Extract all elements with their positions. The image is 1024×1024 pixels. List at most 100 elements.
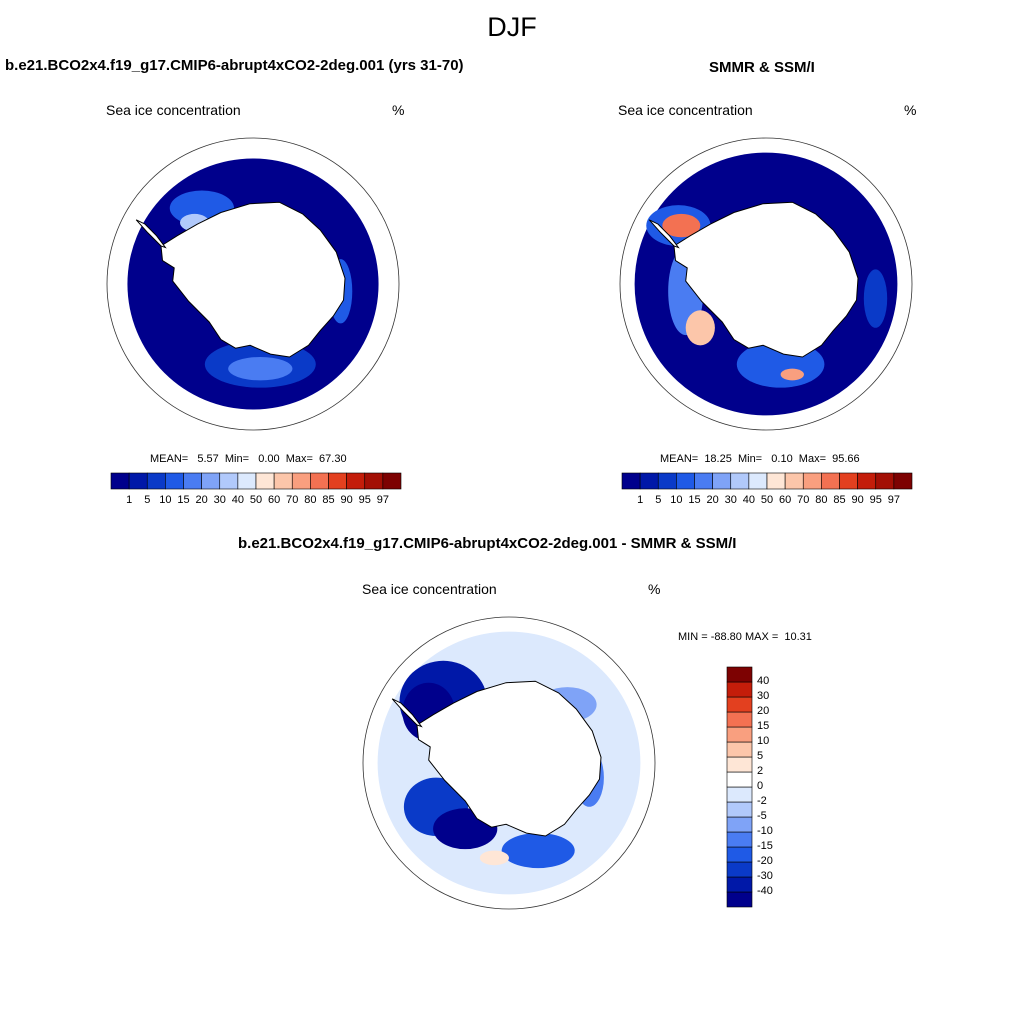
colorbar-1-swatch [255,472,275,490]
panel-1-colorbar [110,472,402,490]
colorbar-2-tick-label: 1 [637,494,644,506]
colorbar-1-tick-label: 40 [231,494,244,506]
colorbar-1-swatch [273,472,293,490]
panel-3-units-label: % [648,581,661,597]
colorbar-1-swatch [310,472,329,490]
map-3-border [362,616,656,910]
colorbar-2-swatch [821,472,840,490]
map-3-field [377,631,641,895]
colorbar-3-tick-label: 5 [757,750,764,762]
colorbar-3-swatch [726,786,753,803]
colorbar-1-tick-label: 90 [340,494,353,506]
colorbar-2-tick-label: 95 [869,494,882,506]
colorbar-1-swatch [219,472,239,490]
colorbar-2-tick-label: 85 [833,494,846,506]
map-1-ice-region [228,357,293,381]
panel-3-stats: MIN = -88.80 MAX = 10.31 [678,631,812,643]
colorbar-3-swatch [726,801,753,818]
colorbar-3-swatch [726,846,753,863]
colorbar-3-swatch [726,771,753,788]
colorbar-3-swatch [726,816,753,833]
colorbar-2-tick-label: 40 [742,494,755,506]
colorbar-3-tick-label: -2 [757,795,767,807]
colorbar-1-tick-label: 1 [126,494,133,506]
colorbar-3-tick-label: -15 [757,840,773,852]
colorbar-2-swatch [694,472,713,490]
colorbar-1-tick-label: 5 [144,494,151,506]
colorbar-3-swatch [726,666,753,683]
colorbar-2-tick-label: 15 [688,494,701,506]
colorbar-2-swatch [802,472,822,490]
colorbar-1-swatch [237,472,257,490]
colorbar-3-swatch [726,741,753,758]
colorbar-3-tick-label: -5 [757,810,767,822]
colorbar-3-tick-label: 0 [757,780,764,792]
colorbar-2-swatch [676,472,695,490]
colorbar-1-tick-label: 10 [159,494,172,506]
colorbar-3-tick-label: -10 [757,825,773,837]
colorbar-2-tick-label: 30 [724,494,737,506]
colorbar-1-swatch [128,472,148,490]
colorbar-2-swatch [766,472,786,490]
colorbar-1-tick-label: 97 [376,494,389,506]
panel-2-variable-label: Sea ice concentration [618,102,753,118]
colorbar-3-swatch [726,711,753,728]
panel-2-title: SMMR & SSM/I [709,59,815,76]
panel-1-variable-label: Sea ice concentration [106,102,241,118]
colorbar-2-swatch [657,472,677,490]
colorbar-1-swatch [110,472,130,490]
colorbar-2-swatch [857,472,877,490]
map-2-ice-region [780,368,804,381]
map-2-field [634,152,898,416]
colorbar-2-swatch [839,472,858,490]
colorbar-3-swatch [726,861,753,878]
colorbar-1-swatch [201,472,221,490]
colorbar-2-swatch [712,472,732,490]
colorbar-3-tick-label: 15 [757,720,770,732]
map-2-ice-region [662,213,701,238]
colorbar-2-swatch [893,472,913,490]
map-3-peninsula [391,698,423,728]
colorbar-2-tick-label: 97 [887,494,900,506]
colorbar-2-swatch [621,472,641,490]
panel-3-colorbar [726,666,753,908]
colorbar-1-tick-label: 15 [177,494,190,506]
panel-1-stats: MEAN= 5.57 Min= 0.00 Max= 67.30 [150,453,347,465]
colorbar-1-swatch [382,472,402,490]
colorbar-1-swatch [291,472,311,490]
colorbar-2-swatch [748,472,768,490]
map-1-field [127,158,379,410]
colorbar-3-tick-label: 40 [757,675,770,687]
colorbar-3-swatch [726,891,753,908]
map-2-ice-region [685,310,715,346]
colorbar-2-tick-label: 90 [851,494,864,506]
colorbar-3-swatch [726,681,753,698]
map-3-ice-region [501,833,575,869]
colorbar-3-tick-label: 10 [757,735,770,747]
panel-2-colorbar [621,472,913,490]
colorbar-2-tick-label: 20 [706,494,719,506]
colorbar-3-tick-label: -30 [757,870,773,882]
colorbar-3-swatch [726,756,753,773]
colorbar-2-tick-label: 5 [655,494,662,506]
map-panel-3 [362,616,656,910]
panel-1-units-label: % [392,102,405,118]
colorbar-3-swatch [726,831,753,848]
colorbar-1-tick-label: 80 [304,494,317,506]
colorbar-1-tick-label: 60 [268,494,281,506]
colorbar-2-swatch [639,472,659,490]
map-1-antarctica [160,201,346,358]
panel-1-title: b.e21.BCO2x4.f19_g17.CMIP6-abrupt4xCO2-2… [5,57,464,74]
colorbar-1-swatch [165,472,184,490]
colorbar-2-tick-label: 80 [815,494,828,506]
colorbar-3-tick-label: -20 [757,855,773,867]
map-panel-2 [619,137,913,431]
map-2-peninsula [648,219,680,249]
colorbar-2-swatch [730,472,750,490]
colorbar-3-swatch [726,876,753,893]
figure-title: DJF [487,12,537,42]
colorbar-1-tick-label: 50 [249,494,263,506]
colorbar-2-tick-label: 50 [760,494,774,506]
colorbar-3-swatch [726,696,753,713]
colorbar-2-tick-label: 10 [670,494,683,506]
